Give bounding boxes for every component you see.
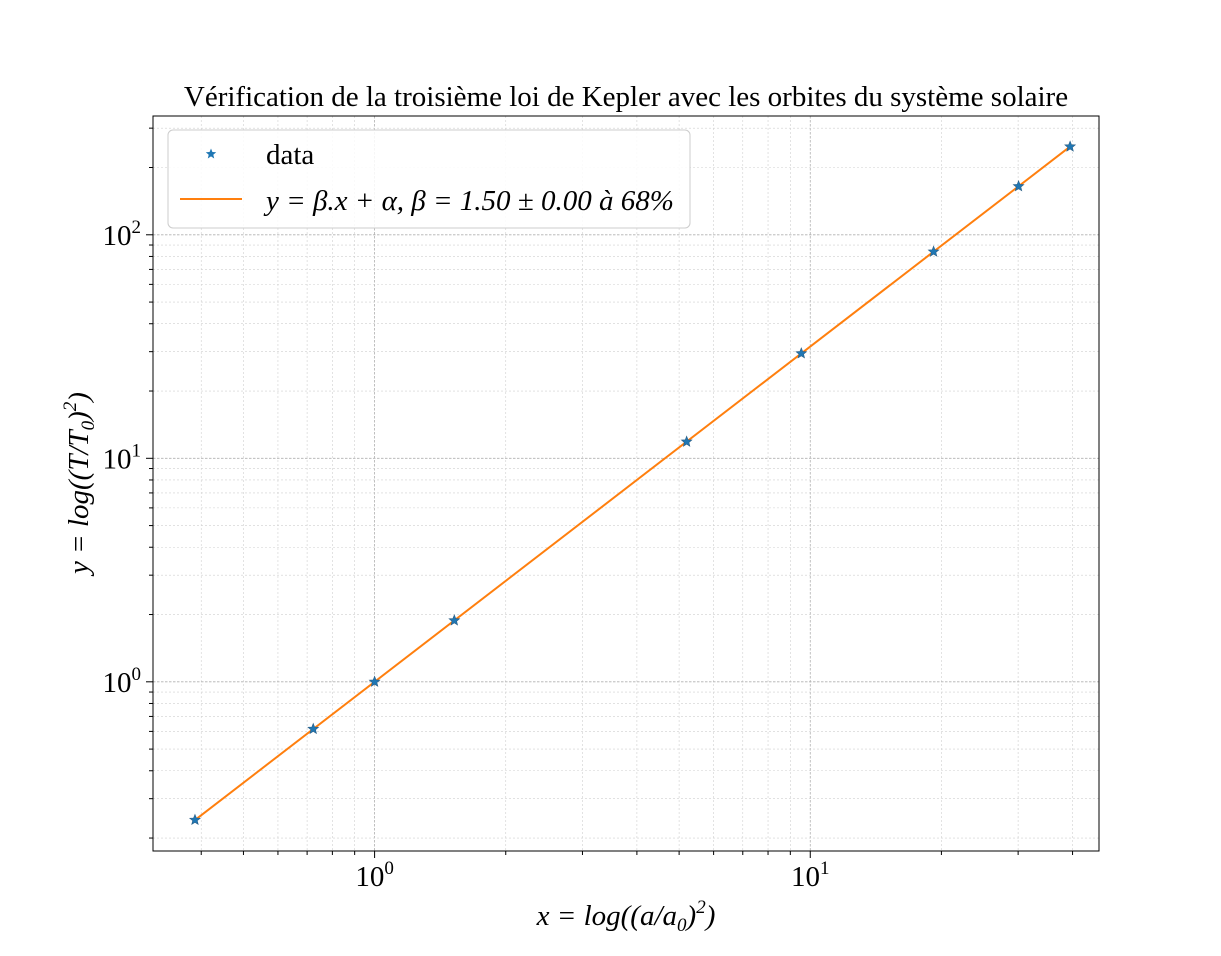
data-point (1064, 140, 1077, 152)
fit-line-layer (194, 145, 1071, 821)
data-point (368, 675, 381, 687)
data-point (448, 614, 461, 626)
data-points-layer (188, 140, 1077, 826)
legend-entry-fit: y = β.x + α, β = 1.50 ± 0.00 à 68% (263, 185, 674, 217)
y-tick-label: 100 (103, 664, 142, 699)
data-point (680, 435, 693, 447)
y-tick-label: 102 (103, 217, 142, 252)
x-tick-label: 101 (791, 858, 830, 893)
data-point (1012, 179, 1025, 192)
data-point (307, 722, 320, 735)
plot-frame (152, 115, 1100, 852)
fit-line (194, 145, 1071, 821)
legend-star-marker (205, 148, 217, 159)
axis-ticks (146, 127, 1074, 858)
data-point (188, 813, 201, 826)
chart-title: Vérification de la troisième loi de Kepl… (184, 81, 1068, 113)
data-point (795, 347, 808, 359)
y-tick-label: 101 (103, 440, 142, 475)
legend-entry-data: data (266, 139, 314, 171)
data-point (927, 245, 940, 257)
legend-box (167, 129, 691, 229)
x-axis-label: x = log((a/a0)2) (536, 897, 716, 936)
y-axis-label: y = log((T/T0)2) (60, 392, 99, 577)
tick-labels: 100 101 100 101 102 (103, 217, 830, 893)
legend: data y = β.x + α, β = 1.50 ± 0.00 à 68% (167, 129, 691, 229)
x-tick-label: 100 (355, 858, 394, 893)
